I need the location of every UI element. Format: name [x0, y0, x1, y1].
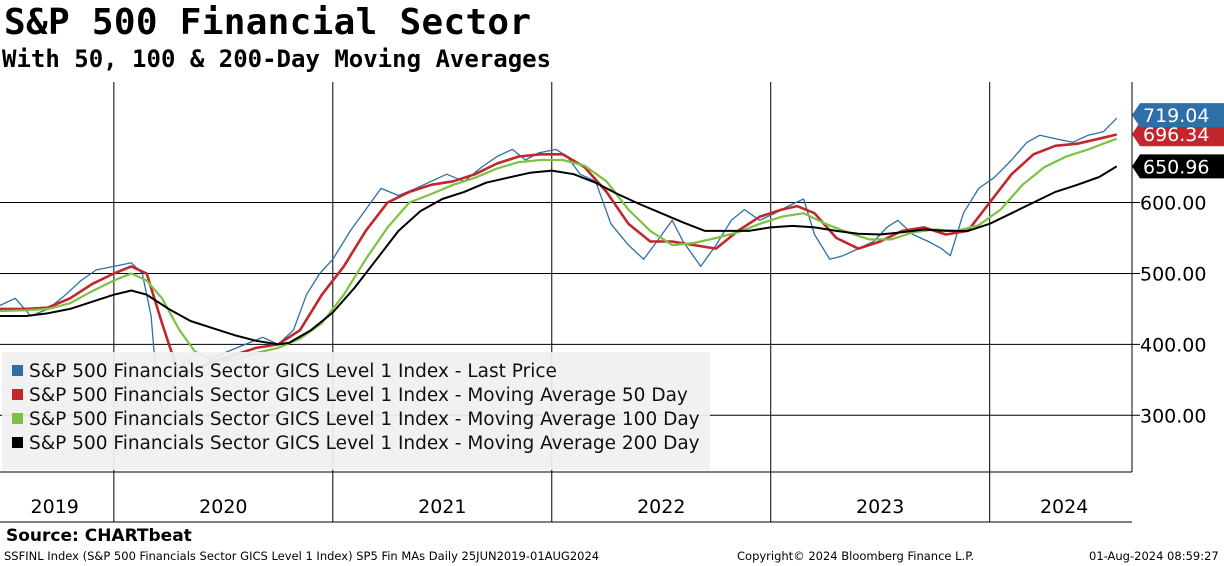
- legend-label-0: S&P 500 Financials Sector GICS Level 1 I…: [29, 361, 557, 382]
- legend-swatch-0: [12, 365, 23, 376]
- x-label-2021: 2021: [418, 496, 466, 518]
- legend-label-1: S&P 500 Financials Sector GICS Level 1 I…: [29, 385, 688, 406]
- footer-description: SSFINL Index (S&P 500 Financials Sector …: [4, 549, 600, 563]
- series-line-3: [0, 165, 1118, 346]
- y-tick-label-400: 400.00: [1140, 334, 1206, 356]
- legend-label-3: S&P 500 Financials Sector GICS Level 1 I…: [29, 433, 700, 454]
- x-label-2024: 2024: [1040, 496, 1088, 518]
- badge-ma200-text: 650.96: [1143, 156, 1209, 178]
- badge-ma50-bg: [1132, 122, 1224, 147]
- legend-swatch-3: [12, 437, 23, 448]
- y-tick-label-500: 500.00: [1140, 263, 1206, 285]
- x-label-2020: 2020: [199, 496, 247, 518]
- legend-label-2: S&P 500 Financials Sector GICS Level 1 I…: [29, 409, 700, 430]
- x-label-2023: 2023: [856, 496, 904, 518]
- footer-copyright: Copyright© 2024 Bloomberg Finance L.P.: [737, 549, 974, 563]
- legend-swatch-1: [12, 389, 23, 400]
- legend-swatch-2: [12, 413, 23, 424]
- chart-title: S&P 500 Financial Sector: [4, 2, 532, 43]
- badge-ma200-bg: [1132, 154, 1224, 179]
- footer-timestamp: 01-Aug-2024 08:59:27: [1089, 549, 1219, 563]
- badge-ma50: 696.34: [1132, 122, 1224, 147]
- x-label-2019: 2019: [31, 496, 79, 518]
- source-label: Source: CHARTbeat: [6, 526, 192, 546]
- badge-last-price-bg: [1132, 103, 1224, 128]
- legend-box: [2, 352, 710, 470]
- badge-last-price-text: 719.04: [1143, 105, 1209, 127]
- chart-subtitle: With 50, 100 & 200-Day Moving Averages: [2, 45, 552, 73]
- x-label-2022: 2022: [637, 496, 685, 518]
- y-tick-label-300: 300.00: [1140, 405, 1206, 427]
- y-tick-label-600: 600.00: [1140, 193, 1206, 215]
- badge-last-price: 719.04: [1132, 103, 1224, 128]
- series-line-2: [0, 137, 1118, 362]
- badge-ma50-text: 696.34: [1143, 124, 1209, 146]
- badge-ma200: 650.96: [1132, 154, 1224, 179]
